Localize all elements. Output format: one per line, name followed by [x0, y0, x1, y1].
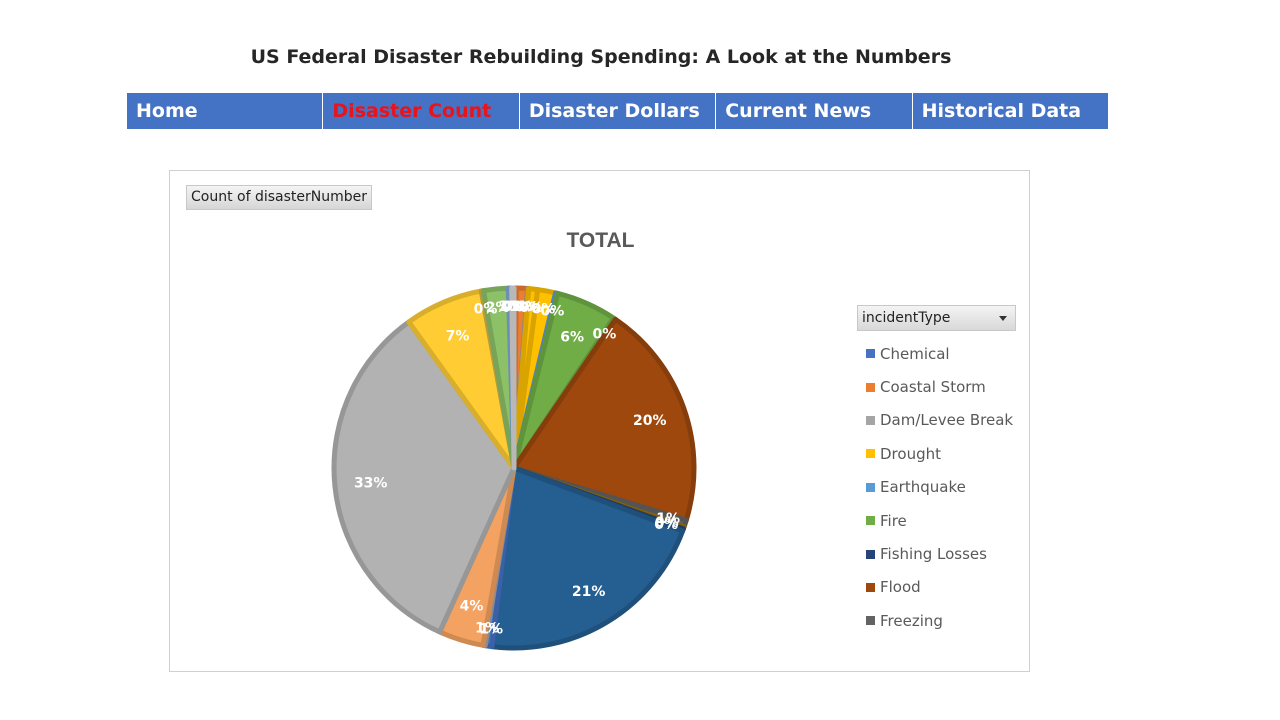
pie-data-label-1: 1% [509, 299, 533, 315]
pie-data-label-18: 0% [474, 302, 498, 318]
pie-data-label-19: 2% [486, 300, 510, 316]
pie-data-label-10: 0% [655, 515, 679, 531]
nav-disaster-dollars[interactable]: Disaster Dollars [520, 93, 717, 129]
pie-data-label-17: 7% [446, 329, 470, 345]
legend-swatch-6 [866, 549, 875, 559]
legend-item-8: Freezing [866, 604, 1013, 637]
legend-item-0: Chemical [866, 337, 1013, 370]
pie-slice-8 [511, 316, 697, 523]
legend-label-5: Fire [880, 511, 907, 530]
pie-data-label-15: 4% [460, 599, 484, 615]
legend-swatch-7 [866, 582, 875, 592]
legend-label-6: Fishing Losses [880, 545, 987, 564]
legend-label-2: Dam/Levee Break [880, 411, 1014, 430]
legend-swatch-4 [866, 482, 875, 492]
legend-item-6: Fishing Losses [866, 537, 1013, 570]
pie-data-label-8: 20% [633, 413, 667, 429]
legend-filter-button[interactable]: incidentType [857, 305, 1016, 331]
pie-slice-16 [331, 319, 517, 635]
legend-label-1: Coastal Storm [880, 378, 986, 397]
top-nav: Home Disaster Count Disaster Dollars Cur… [127, 93, 1108, 129]
legend-swatch-2 [866, 415, 875, 425]
pie-data-label-6: 6% [560, 329, 584, 345]
legend-swatch-8 [866, 616, 875, 626]
pie-data-label-3: 0% [519, 300, 543, 316]
pivot-chart: Count of disasterNumber TOTAL 0% 1% 0% 0% 0%… [169, 170, 1030, 672]
pie-data-label-2: 0% [515, 300, 539, 316]
pie-data-label-0: 0% [503, 299, 527, 315]
pie-data-label-5: 0% [541, 304, 565, 320]
pie-data-label-16: 33% [354, 475, 388, 491]
legend-label-8: Freezing [880, 611, 943, 630]
pie-data-label-21: 0% [501, 299, 525, 315]
nav-home[interactable]: Home [127, 93, 324, 129]
legend-item-1: Coastal Storm [866, 370, 1013, 403]
chart-title: TOTAL [566, 229, 635, 252]
legend-label-7: Flood [880, 578, 921, 597]
pie-data-label-9: 1% [656, 511, 680, 527]
page-title: US Federal Disaster Rebuilding Spending:… [250, 46, 952, 68]
legend-swatch-1 [866, 382, 875, 392]
legend-swatch-3 [866, 449, 875, 459]
nav-historical-data[interactable]: Historical Data [921, 100, 1082, 122]
legend-label-4: Earthquake [880, 478, 966, 497]
legend-label-3: Drought [880, 444, 941, 463]
legend-item-7: Flood [866, 571, 1013, 604]
legend-item-4: Earthquake [866, 471, 1013, 504]
legend-item-3: Drought [866, 437, 1013, 470]
pie-data-label-4: 0% [532, 302, 556, 318]
nav-disaster-count[interactable]: Disaster Count [323, 93, 520, 129]
pie-slice-12 [489, 465, 686, 651]
legend-item-5: Fire [866, 504, 1013, 537]
dropdown-arrow-icon [999, 316, 1007, 321]
legend-label-0: Chemical [880, 344, 950, 363]
pie-data-label-13: 1% [479, 621, 503, 637]
pie-data-label-12: 21% [572, 584, 606, 600]
legend-header-label: incidentType [862, 310, 951, 326]
legend: Chemical Coastal Storm Dam/Levee Break Drou… [866, 337, 1013, 638]
pie-data-label-14: 1% [475, 621, 499, 637]
value-field-button[interactable]: Count of disasterNumber [186, 185, 372, 210]
legend-item-2: Dam/Levee Break [866, 404, 1013, 437]
legend-swatch-0 [866, 349, 875, 359]
pie-data-label-20: 3% [499, 299, 523, 315]
nav-current-news[interactable]: Current News [716, 93, 913, 129]
pie-chart: 0%1%0%0%0%0%6% 0%20%1%0%0%21%1%1%4%33%7%0… [331, 285, 697, 651]
pie-slice-21 [509, 285, 517, 471]
pie-data-label-7: 0% [593, 327, 617, 343]
legend-swatch-5 [866, 516, 875, 526]
pie-data-label-11: 0% [654, 517, 678, 533]
